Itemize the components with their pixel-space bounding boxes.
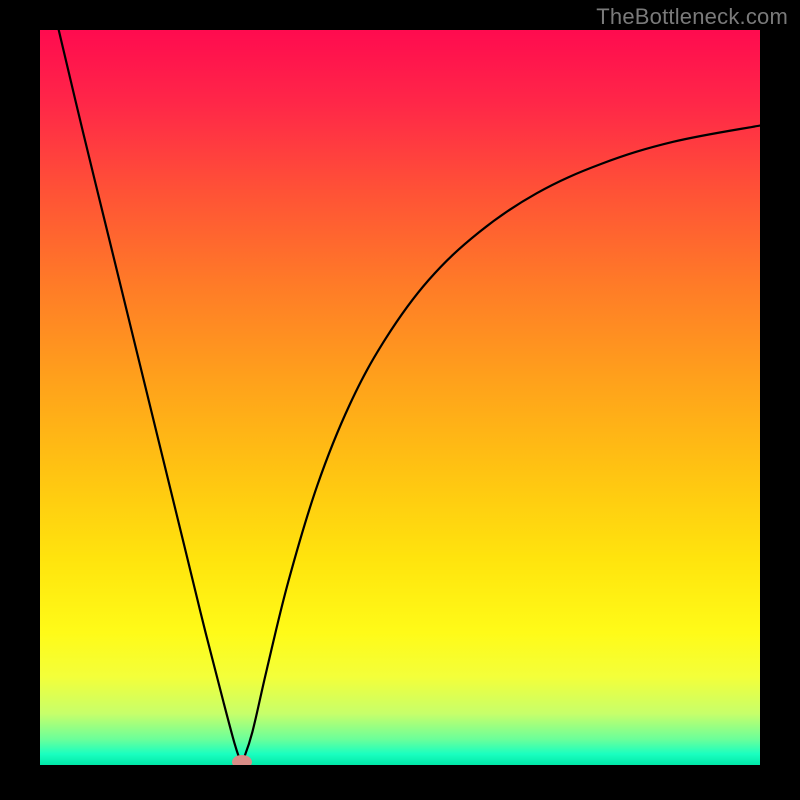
plot-area: [40, 30, 760, 765]
watermark-text: TheBottleneck.com: [596, 4, 788, 30]
bottleneck-curve: [40, 30, 760, 765]
minimum-marker: [232, 755, 252, 765]
chart-frame: TheBottleneck.com: [0, 0, 800, 800]
